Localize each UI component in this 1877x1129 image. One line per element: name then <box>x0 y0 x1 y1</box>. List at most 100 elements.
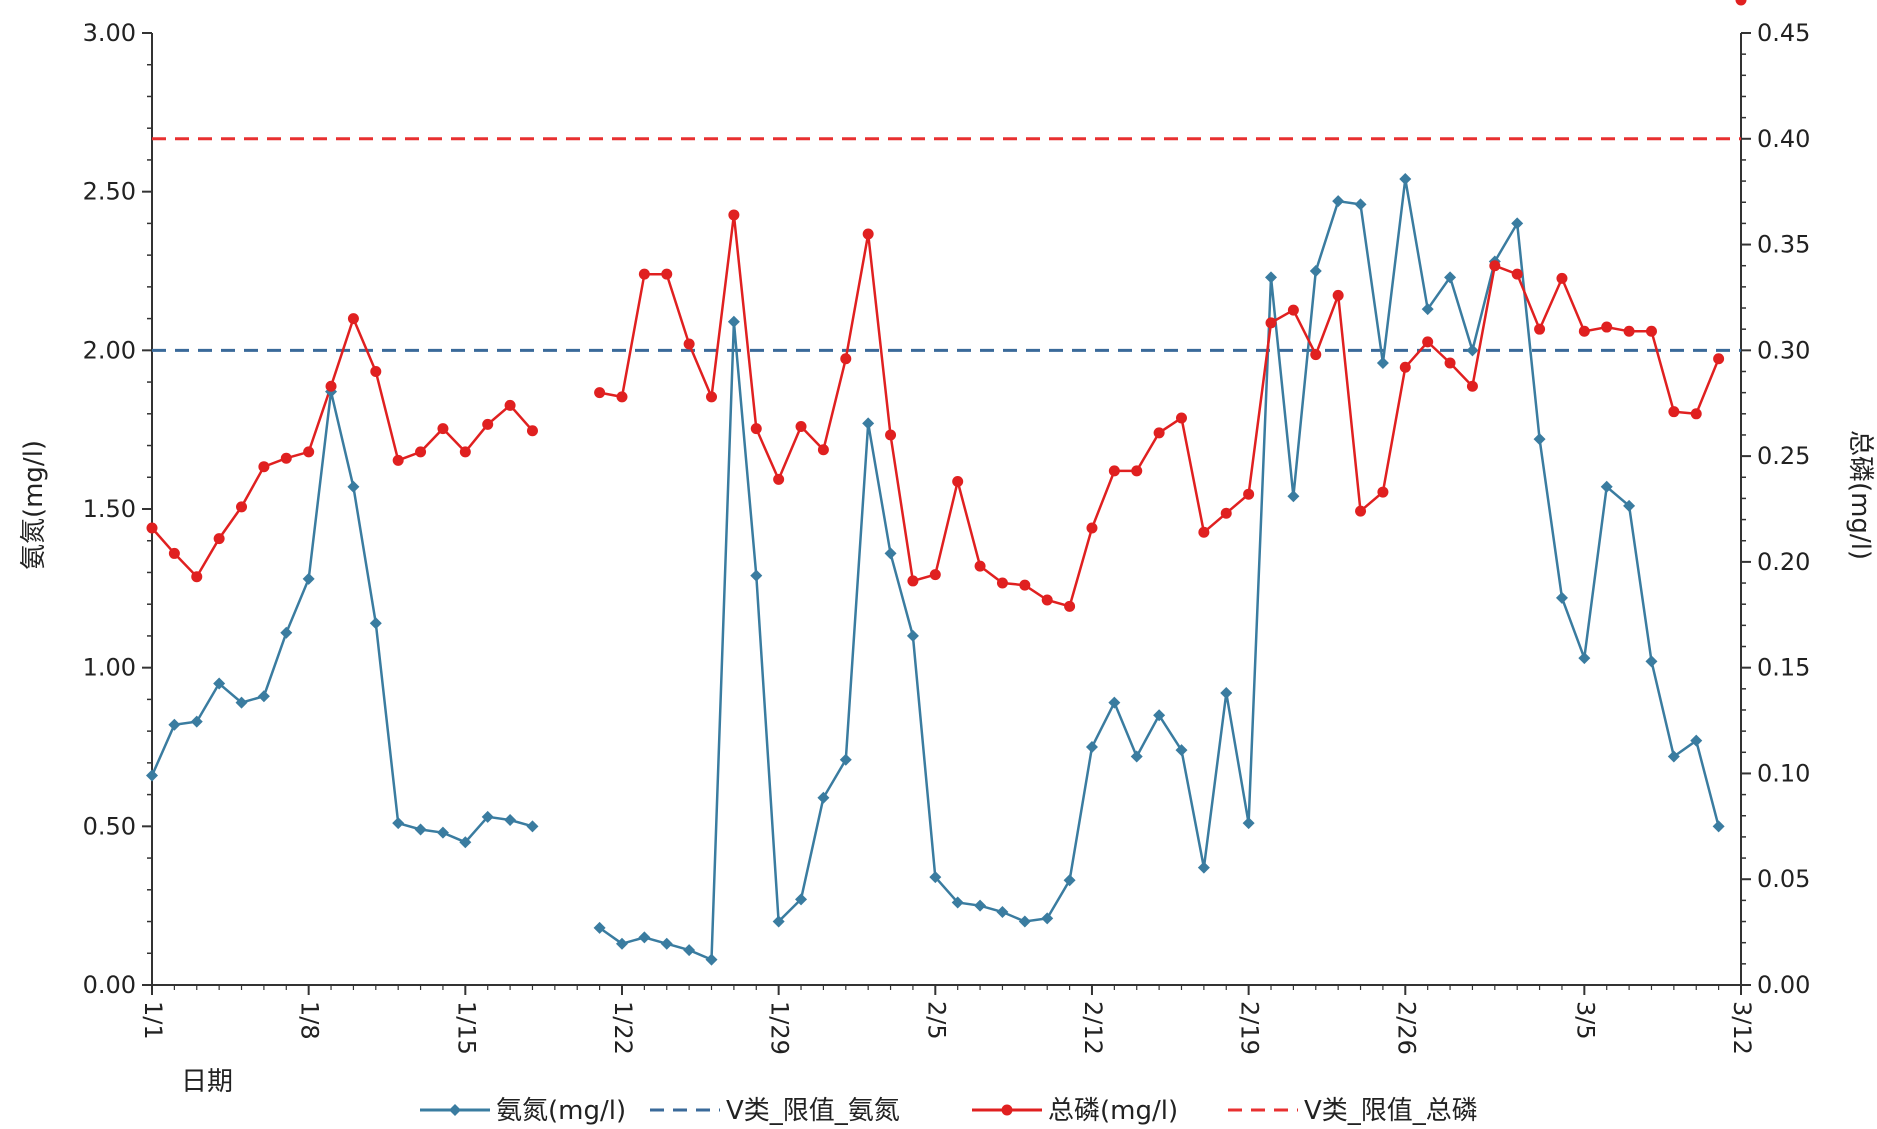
data-point <box>1086 522 1098 534</box>
y-left-tick-label: 1.00 <box>83 654 136 682</box>
data-point <box>1623 325 1635 337</box>
data-point <box>772 915 785 928</box>
data-point <box>1265 271 1278 284</box>
data-point <box>1735 0 1747 6</box>
data-point <box>817 791 830 804</box>
data-point <box>839 753 852 766</box>
y-right-tick-label: 0.10 <box>1757 759 1810 787</box>
data-point <box>683 338 695 350</box>
data-point <box>258 461 270 473</box>
data-point <box>481 810 494 823</box>
y-right-tick-label: 0.15 <box>1757 654 1810 682</box>
data-point <box>347 480 360 493</box>
data-point <box>705 953 718 966</box>
data-point <box>594 387 606 399</box>
data-point <box>1220 507 1232 519</box>
y-right-tick-label: 0.05 <box>1757 865 1810 893</box>
data-point <box>638 931 651 944</box>
data-point <box>190 715 203 728</box>
data-point <box>616 391 628 403</box>
data-point <box>1153 709 1166 722</box>
data-point <box>1511 268 1523 280</box>
data-point <box>392 454 404 466</box>
data-point <box>1332 289 1344 301</box>
data-point <box>325 380 337 392</box>
data-point <box>213 533 225 545</box>
legend-label: V类_限值_总磷 <box>1304 1096 1478 1126</box>
data-point <box>1085 741 1098 753</box>
data-point <box>280 626 293 639</box>
data-point <box>1220 687 1233 700</box>
data-point <box>728 209 740 221</box>
data-point <box>1243 488 1255 500</box>
data-point <box>1355 505 1367 517</box>
data-point <box>615 937 628 950</box>
data-point <box>280 452 292 464</box>
y-left-tick-label: 1.50 <box>83 495 136 523</box>
y-left-tick-label: 2.50 <box>83 178 136 206</box>
series-line <box>599 214 1720 608</box>
data-point <box>1690 734 1703 747</box>
data-point <box>1354 198 1367 211</box>
data-point <box>1041 594 1053 606</box>
x-tick-label: 2/19 <box>1236 1001 1264 1055</box>
data-point <box>1623 499 1636 512</box>
data-point <box>1534 323 1546 335</box>
data-point <box>526 425 538 437</box>
legend: 氨氮(mg/l) V类_限值_氨氮 总磷(mg/l) V类_限值_总磷 <box>420 1096 1478 1126</box>
data-point <box>1422 336 1434 348</box>
data-point <box>1578 652 1591 665</box>
data-point <box>974 899 987 912</box>
y-right-tick-label: 0.25 <box>1757 442 1810 470</box>
x-tick-label: 1/15 <box>452 1001 480 1055</box>
data-point <box>1064 600 1076 612</box>
data-point <box>1444 271 1457 284</box>
data-point <box>1600 480 1613 493</box>
data-point <box>750 569 763 582</box>
series-markers <box>146 0 1747 966</box>
data-point <box>907 575 919 587</box>
data-point <box>661 268 673 280</box>
data-point <box>1713 353 1725 365</box>
y-right-tick-label: 0.45 <box>1757 19 1810 47</box>
y-left-tick-label: 3.00 <box>83 19 136 47</box>
data-point <box>660 937 673 950</box>
y-left-tick-label: 0.00 <box>83 971 136 999</box>
data-point <box>795 893 808 906</box>
x-tick-label: 2/12 <box>1079 1001 1107 1055</box>
data-point <box>1555 591 1568 604</box>
data-point <box>1018 915 1031 928</box>
data-point <box>347 313 359 325</box>
y-right-tick-label: 0.30 <box>1757 336 1810 364</box>
data-point <box>1511 217 1524 230</box>
data-point <box>1175 744 1188 757</box>
data-point <box>168 718 181 731</box>
data-point <box>951 896 964 909</box>
data-point <box>996 577 1008 589</box>
y-right-tick-label: 0.20 <box>1757 548 1810 576</box>
series-line <box>150 391 533 844</box>
y-right-axis-title: 总磷(mg/l) <box>1845 430 1875 560</box>
data-point <box>1466 380 1478 392</box>
data-point <box>1287 304 1299 316</box>
data-point <box>683 944 696 957</box>
data-point <box>1309 265 1322 277</box>
data-point <box>996 906 1009 919</box>
data-point <box>1533 433 1546 446</box>
legend-label: 总磷(mg/l) <box>1048 1096 1178 1126</box>
data-point <box>459 446 471 458</box>
x-tick-label: 3/5 <box>1571 1001 1599 1040</box>
data-point <box>862 417 875 430</box>
data-point <box>504 399 516 411</box>
data-point <box>593 921 606 934</box>
data-point <box>146 522 158 534</box>
data-point <box>1645 655 1658 668</box>
data-point <box>1041 912 1054 925</box>
x-tick-label: 1/8 <box>296 1001 324 1040</box>
y-left-tick-label: 0.50 <box>83 812 136 840</box>
data-point <box>1265 317 1277 329</box>
legend-marker <box>449 1104 461 1116</box>
data-point <box>236 501 248 513</box>
data-point <box>146 769 158 782</box>
axes: 0.00 0.50 1.00 1.50 2.00 2.50 3.00 0.00 0.05 0.10… <box>83 19 1811 1055</box>
